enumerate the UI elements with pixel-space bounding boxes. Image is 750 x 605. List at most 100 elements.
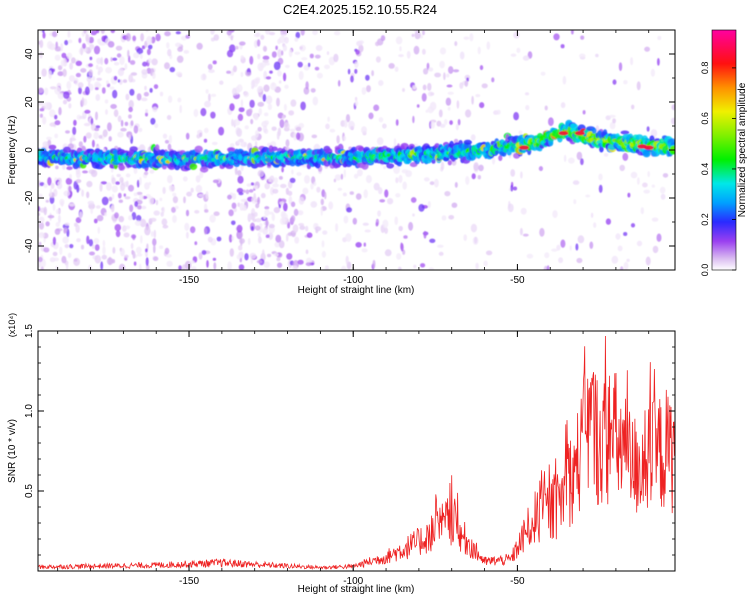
spectrogram-speck (263, 261, 270, 269)
spectrogram-speck (208, 69, 215, 73)
spectrogram-speck (305, 262, 312, 267)
spectrogram-speck (463, 36, 470, 40)
spectrogram-speck (427, 106, 434, 114)
spectrogram-speck (62, 164, 66, 170)
spectrogram-speck (560, 102, 566, 109)
spectrogram-speck (127, 49, 130, 58)
spectrogram-speck (279, 201, 285, 206)
spectrogram-speck (82, 43, 86, 49)
spectrogram-speck (447, 106, 451, 111)
spectrogram-speck (247, 238, 251, 245)
spectrogram-speck (96, 77, 102, 81)
spectrogram-speck (430, 92, 435, 96)
top-y-ticks: -40 -20 0 20 40 (24, 29, 675, 271)
spectrogram-speck (42, 116, 47, 125)
spectrogram-speck (136, 252, 143, 257)
spectrogram-speck (219, 80, 224, 85)
spectrogram-speck (361, 248, 368, 253)
spectrogram-speck (104, 99, 109, 104)
spectrogram-speck (101, 35, 107, 42)
spectrogram-speck (186, 191, 193, 197)
spectrogram-speck (345, 255, 349, 265)
spectrogram-speck (229, 103, 235, 111)
spectrogram-speck (204, 209, 209, 213)
spectrogram-speck (589, 241, 594, 249)
spectrogram-speck (75, 60, 83, 66)
spectrogram-speck (316, 72, 323, 79)
spectrogram-speck (258, 108, 262, 116)
spectrogram-speck (213, 262, 217, 270)
spectrogram-speck (277, 38, 281, 45)
spectrogram-speck (459, 82, 464, 89)
spectrogram-speck (277, 262, 283, 268)
spectrogram-speck (63, 58, 68, 67)
spectrogram-speck (345, 114, 351, 123)
spectrogram-speck (118, 215, 125, 223)
spectrogram-speck (83, 122, 91, 127)
spectrogram-speck (257, 101, 265, 107)
spectrogram-speck (451, 202, 458, 208)
spectrogram-speck (195, 175, 201, 183)
spectrogram-speck (150, 231, 154, 237)
spectrogram-speck (612, 118, 616, 124)
spectrogram-speck (623, 261, 629, 270)
spectrogram-speck (92, 76, 96, 81)
spectrogram-speck (152, 106, 158, 113)
spectrogram-speck (184, 222, 190, 231)
spectrogram-speck (128, 106, 133, 113)
spectrogram-speck (354, 68, 358, 74)
spectrogram-speck (265, 76, 272, 80)
spectrogram-speck (80, 244, 85, 250)
spectrogram-speck (436, 120, 442, 127)
spectrogram-speck (257, 53, 261, 60)
spectrogram-speck (122, 79, 128, 83)
spectrogram-speck (282, 44, 287, 52)
spectrogram-speck (284, 36, 289, 44)
spectrogram-speck (108, 136, 112, 142)
spectrogram-speck (106, 182, 112, 191)
spectrogram-speck (413, 45, 420, 55)
spectrogram-speck (207, 63, 213, 70)
spectrogram-speck (507, 203, 514, 213)
spectrogram-speck (94, 127, 100, 132)
spectrogram-speck (136, 47, 144, 55)
spectrogram-ridge-cell (494, 150, 499, 155)
spectrogram-speck (100, 261, 104, 270)
spectrogram-speck (346, 207, 352, 213)
spectrogram-speck (455, 123, 459, 131)
spectrogram-speck (141, 97, 148, 102)
spectrogram-speck (133, 261, 137, 266)
spectrogram-speck (273, 61, 281, 71)
spectrogram-speck (54, 86, 61, 95)
spectrogram-speck (239, 41, 246, 46)
spectrogram-speck (398, 266, 401, 270)
spectrogram-speck (340, 265, 347, 270)
spectrogram-speck (254, 225, 261, 231)
spectrogram-speck (298, 122, 305, 129)
spectrogram-speck (590, 212, 594, 218)
spectrogram-speck (116, 53, 122, 58)
spectrogram-speck (324, 191, 327, 200)
spectrogram-speck (249, 55, 254, 65)
spectrogram-speck (209, 214, 216, 223)
spectrogram-speck (510, 53, 517, 57)
spectrogram-speck (88, 69, 93, 77)
spectrogram-speck (75, 217, 82, 224)
spectrogram-speck (273, 252, 279, 257)
spectrogram-speck (388, 63, 395, 69)
spectrogram-speck (133, 125, 139, 134)
spectrogram-speck (647, 171, 650, 178)
spectrogram-speck (471, 173, 476, 180)
spectrogram-speck (516, 47, 521, 53)
spectrogram-speck (153, 84, 159, 89)
spectrogram-speck (94, 244, 100, 251)
spectrogram-speck (249, 252, 257, 259)
spectrogram-speck (161, 207, 164, 212)
spectrogram-speck (278, 113, 283, 117)
spectrogram-speck (271, 213, 275, 222)
spectrogram-speck (183, 50, 190, 54)
spectrogram-speck (427, 201, 431, 209)
spectrogram-speck (153, 229, 157, 239)
spectrogram-speck (102, 246, 106, 255)
